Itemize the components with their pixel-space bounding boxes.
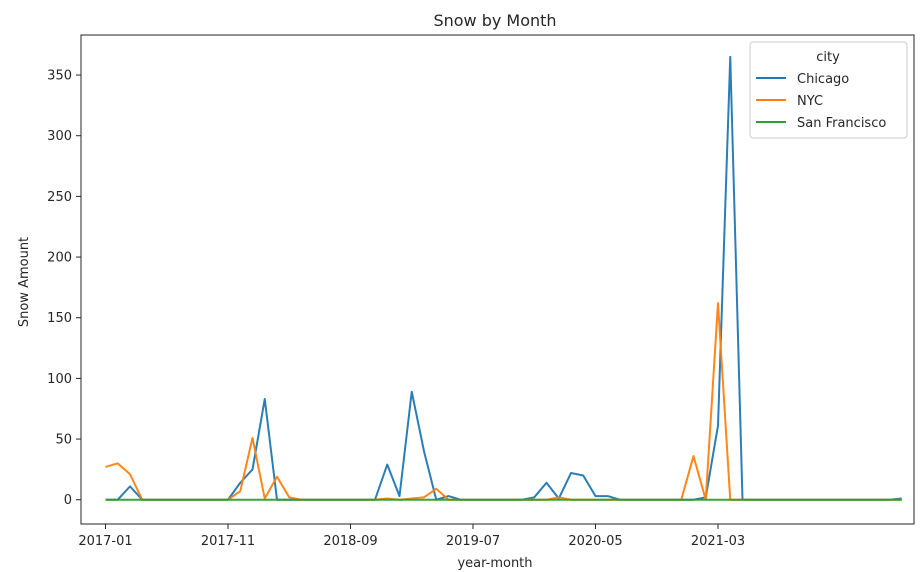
legend-label-nyc: NYC [797,94,823,109]
y-tick-label: 0 [64,493,72,508]
y-axis-label: Snow Amount [17,237,32,327]
x-axis-ticks: 2017-01 2017-11 2018-09 2019-07 2020-05 2021-… [78,524,745,549]
y-tick-label: 250 [47,190,72,205]
legend-label-chicago: Chicago [797,72,849,87]
x-tick-label: 2021-03 [691,534,745,549]
legend-label-san-francisco: San Francisco [797,116,886,131]
legend-title: city [816,50,840,65]
chart-title: Snow by Month [433,11,556,30]
x-axis-label: year-month [457,556,532,571]
plot-frame [80,34,915,525]
x-tick-label: 2017-11 [201,534,255,549]
y-tick-label: 50 [55,433,72,448]
x-tick-label: 2017-01 [78,534,132,549]
legend-box [749,41,908,139]
y-tick-label: 200 [47,251,72,266]
x-tick-label: 2020-05 [568,534,622,549]
y-tick-label: 350 [47,69,72,84]
y-tick-label: 100 [47,372,72,387]
y-tick-label: 300 [47,129,72,144]
x-tick-label: 2018-09 [323,534,377,549]
legend-items: Chicago NYC San Francisco [756,72,886,131]
series-lines [105,55,902,501]
y-axis-ticks: 0 50 100 150 200 250 300 350 [47,69,81,508]
legend: city Chicago NYC San Francisco [749,41,908,139]
x-tick-label: 2019-07 [446,534,500,549]
y-tick-label: 150 [47,311,72,326]
